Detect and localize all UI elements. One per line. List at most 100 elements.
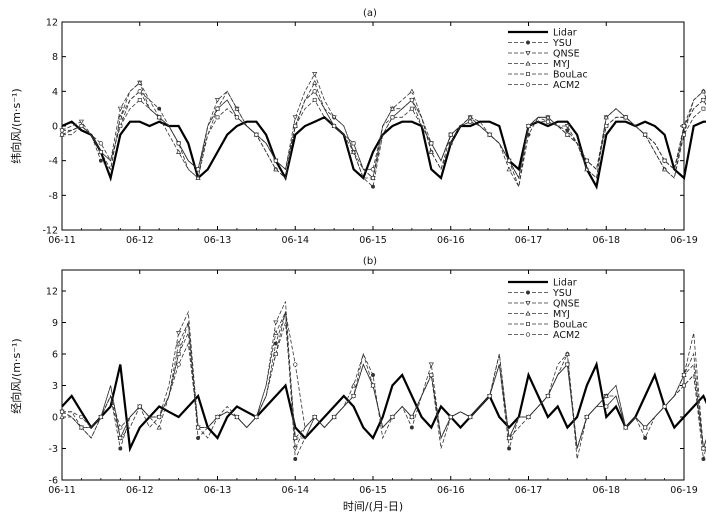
data-point bbox=[234, 414, 240, 420]
series-line bbox=[61, 73, 706, 180]
panel-b-series bbox=[59, 301, 706, 461]
legend-marker bbox=[526, 290, 530, 295]
series-lidar bbox=[61, 360, 706, 453]
data-point bbox=[506, 166, 512, 172]
legend-label: BouLac bbox=[553, 70, 588, 81]
data-point bbox=[429, 141, 434, 146]
y-tick-label: 6 bbox=[52, 350, 58, 361]
series-qnse bbox=[59, 301, 706, 452]
data-point bbox=[623, 115, 628, 120]
x-tick-label: 06-19 bbox=[670, 235, 698, 246]
panel-a-ticks: 06-11 06-12 06-13 06-14 06-15 06-16 06-17 06-18… bbox=[42, 18, 697, 247]
data-point bbox=[428, 149, 434, 154]
data-point bbox=[292, 446, 298, 452]
data-point bbox=[545, 393, 551, 399]
data-point bbox=[59, 409, 65, 414]
x-tick-label: 06-14 bbox=[281, 485, 309, 496]
series-acm2 bbox=[59, 89, 706, 180]
legend-marker bbox=[525, 51, 531, 56]
y-tick-label: -6 bbox=[49, 476, 58, 487]
legend-label: Lidar bbox=[553, 278, 577, 289]
data-point bbox=[350, 149, 357, 154]
data-point bbox=[468, 414, 473, 420]
data-point bbox=[506, 435, 512, 441]
x-tick-label: 06-18 bbox=[592, 235, 620, 246]
data-point bbox=[604, 404, 609, 409]
legend-marker bbox=[525, 332, 531, 337]
y-tick-label: -8 bbox=[49, 191, 58, 202]
x-tick-label: 06-13 bbox=[204, 485, 232, 496]
data-point bbox=[157, 115, 162, 120]
panel-a: (a) 06-11 06-12 06-13 06-14 06-15 06-16 06-17 0… bbox=[9, 8, 706, 246]
panel-a-label: (a) bbox=[363, 8, 377, 19]
legend-label: ACM2 bbox=[553, 330, 580, 341]
y-tick-label: 0 bbox=[52, 413, 58, 424]
data-point bbox=[603, 393, 609, 398]
data-point bbox=[662, 404, 667, 409]
data-point bbox=[701, 97, 706, 103]
series-myj bbox=[59, 310, 706, 451]
data-point bbox=[467, 114, 473, 120]
legend-marker bbox=[526, 322, 530, 326]
x-tick-label: 06-15 bbox=[359, 485, 387, 496]
data-point bbox=[603, 114, 609, 120]
y-tick-label: 8 bbox=[52, 52, 58, 63]
data-point bbox=[526, 123, 531, 129]
data-point bbox=[448, 132, 453, 137]
legend-label: YSU bbox=[552, 38, 572, 49]
data-point bbox=[176, 362, 181, 367]
data-point bbox=[682, 132, 686, 137]
data-point bbox=[700, 88, 706, 94]
data-point bbox=[389, 105, 396, 111]
data-point bbox=[312, 414, 317, 420]
x-tick-label: 06-17 bbox=[515, 235, 543, 246]
data-point bbox=[137, 79, 143, 85]
data-point bbox=[118, 425, 123, 430]
data-point bbox=[370, 167, 376, 172]
legend-label: QNSE bbox=[553, 299, 580, 310]
x-tick-label: 06-12 bbox=[126, 235, 154, 246]
data-point bbox=[390, 115, 395, 120]
data-point bbox=[273, 341, 278, 346]
data-point bbox=[117, 106, 123, 112]
data-point bbox=[643, 436, 648, 440]
data-point bbox=[215, 115, 220, 120]
data-point bbox=[409, 414, 415, 420]
data-point bbox=[79, 425, 84, 430]
data-point bbox=[196, 436, 201, 440]
data-point bbox=[293, 123, 298, 129]
panel-b-label: (b) bbox=[363, 256, 377, 267]
data-point bbox=[564, 351, 570, 356]
y-tick-label: 12 bbox=[46, 287, 58, 298]
data-point bbox=[254, 132, 259, 137]
data-point bbox=[390, 414, 395, 420]
data-point bbox=[351, 141, 356, 146]
legend-marker bbox=[525, 301, 531, 306]
series-line bbox=[61, 116, 706, 190]
data-point bbox=[176, 352, 181, 356]
data-point bbox=[350, 382, 357, 388]
data-point bbox=[661, 166, 668, 172]
data-point bbox=[507, 446, 512, 451]
data-point bbox=[195, 175, 201, 180]
legend-marker bbox=[526, 72, 530, 76]
data-point bbox=[137, 404, 142, 409]
data-point bbox=[293, 457, 298, 461]
x-axis-label: 时间/(月-日) bbox=[343, 500, 403, 513]
data-point bbox=[59, 128, 65, 133]
data-point bbox=[78, 119, 85, 125]
data-point bbox=[234, 105, 240, 111]
data-point bbox=[448, 414, 453, 420]
panel-a-series bbox=[59, 72, 706, 190]
data-point bbox=[176, 149, 182, 154]
series-boulac bbox=[60, 98, 706, 180]
y-tick-label: 3 bbox=[52, 381, 58, 392]
data-point bbox=[118, 446, 123, 451]
y-tick-label: 0 bbox=[52, 122, 58, 133]
data-point bbox=[584, 166, 590, 172]
data-point bbox=[273, 158, 278, 163]
series-line bbox=[61, 322, 706, 449]
x-tick-label: 06-19 bbox=[670, 485, 698, 496]
x-tick-label: 06-11 bbox=[48, 485, 76, 496]
data-point bbox=[371, 176, 375, 180]
